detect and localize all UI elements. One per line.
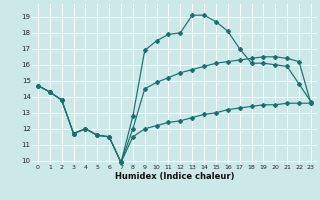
X-axis label: Humidex (Indice chaleur): Humidex (Indice chaleur) <box>115 172 234 181</box>
